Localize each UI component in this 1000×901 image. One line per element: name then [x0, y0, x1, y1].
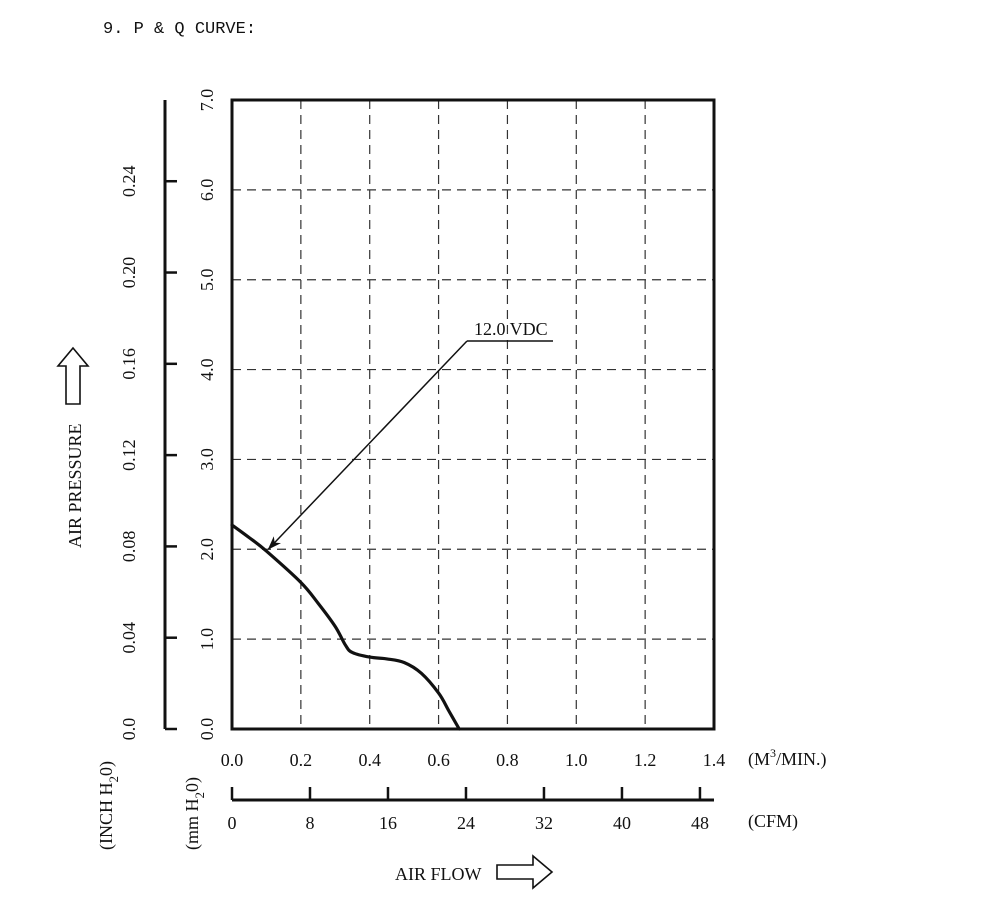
annotation-label: 12.0 VDC — [474, 319, 548, 339]
arrow-right-icon — [496, 854, 554, 890]
x-tick-label-cfm: 40 — [613, 813, 631, 833]
y-axis-inch-ticks: 0.0 0.04 0.08 0.12 0.16 0.20 0.24 — [119, 165, 177, 740]
y-tick-label-mm: 5.0 — [197, 268, 217, 291]
y-tick-label-inch: 0.16 — [119, 348, 139, 380]
x-tick-label-m3: 1.2 — [634, 750, 657, 770]
y-tick-label-mm: 2.0 — [197, 538, 217, 561]
plot-frame — [230, 98, 716, 731]
y-tick-label-mm: 6.0 — [197, 179, 217, 202]
grid-lines — [232, 100, 714, 729]
x-tick-label-m3: 1.0 — [565, 750, 588, 770]
x-unit-m3: (M3/MIN.) — [748, 746, 827, 770]
x-tick-label-m3: 0.0 — [221, 750, 244, 770]
x-tick-label-m3: 0.8 — [496, 750, 519, 770]
y-tick-label-inch: 0.0 — [119, 718, 139, 741]
y-tick-label-inch: 0.04 — [119, 622, 139, 654]
y-axis-label: AIR PRESSURE — [65, 423, 85, 548]
x-tick-label-cfm: 0 — [228, 813, 237, 833]
x-unit-cfm: (CFM) — [748, 811, 798, 832]
x-tick-label-cfm: 32 — [535, 813, 553, 833]
y-unit-inch: (INCH H20) — [96, 761, 121, 850]
x-axis-m3-ticks: 0.0 0.2 0.4 0.6 0.8 1.0 1.2 1.4 — [221, 750, 726, 770]
x-tick-label-m3: 0.2 — [290, 750, 313, 770]
y-tick-label-mm: 3.0 — [197, 448, 217, 471]
page-title: 9. P & Q CURVE: — [103, 20, 256, 39]
y-axis-mm-ticks: 0.0 1.0 2.0 3.0 4.0 5.0 6.0 7.0 — [197, 89, 217, 741]
x-tick-label-cfm: 48 — [691, 813, 709, 833]
x-tick-label-cfm: 8 — [305, 813, 314, 833]
series-line-12vdc — [230, 523, 461, 731]
y-tick-label-inch: 0.08 — [119, 531, 139, 563]
y-tick-label-inch: 0.24 — [119, 165, 139, 197]
x-axis-cfm-ticks: 0 8 16 24 32 40 48 — [228, 787, 709, 833]
x-tick-label-cfm: 16 — [379, 813, 397, 833]
arrow-up-icon — [56, 346, 90, 405]
annotation-leader-arrow — [267, 340, 468, 550]
y-tick-label-mm: 4.0 — [197, 358, 217, 381]
y-unit-mm: (mm H20) — [182, 777, 207, 850]
x-tick-label-m3: 0.6 — [427, 750, 450, 770]
y-tick-label-mm: 1.0 — [197, 628, 217, 651]
x-tick-label-m3: 0.4 — [358, 750, 381, 770]
y-tick-label-inch: 0.12 — [119, 439, 139, 471]
y-tick-label-mm: 7.0 — [197, 89, 217, 112]
x-tick-label-cfm: 24 — [457, 813, 475, 833]
x-axis-label: AIR FLOW — [395, 864, 482, 884]
x-tick-label-m3: 1.4 — [703, 750, 726, 770]
y-tick-label-mm: 0.0 — [197, 718, 217, 741]
y-tick-label-inch: 0.20 — [119, 257, 139, 289]
